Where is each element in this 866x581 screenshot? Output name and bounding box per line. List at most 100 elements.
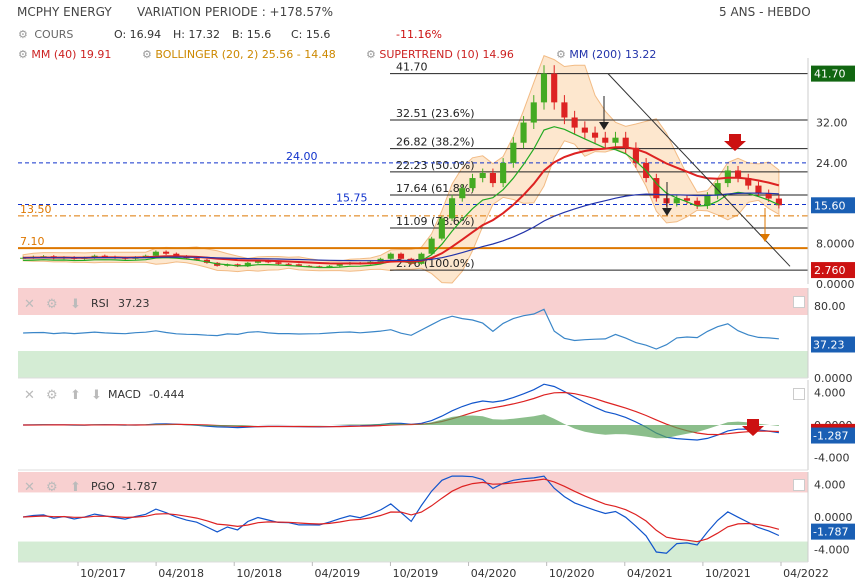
arrow-down-icon[interactable]: ⬇	[70, 297, 81, 312]
candle-body	[694, 200, 701, 206]
candle-body	[152, 251, 159, 256]
badge-bg	[811, 523, 855, 540]
settings-icon[interactable]: ⚙	[46, 297, 58, 312]
mm40-legend[interactable]: ⚙ MM (40) 19.91	[18, 48, 111, 61]
bollinger-legend[interactable]: ⚙ BOLLINGER (20, 2) 25.56 - 14.48	[142, 48, 336, 61]
candle-body	[612, 137, 619, 143]
candle-body	[591, 132, 599, 138]
trend-line	[607, 73, 791, 267]
maximize-icon[interactable]	[793, 388, 805, 400]
candle-body	[489, 173, 496, 184]
candle-body	[387, 253, 394, 259]
level-label: 41.70	[396, 61, 428, 74]
candle-body	[765, 193, 772, 199]
mm200-legend[interactable]: ⚙ MM (200) 13.22	[556, 48, 656, 61]
settings-icon[interactable]: ⚙	[46, 480, 58, 495]
close-icon[interactable]: ✕	[24, 388, 35, 403]
settings-icon[interactable]: ⚙	[46, 388, 58, 403]
badge-label: -1.787	[813, 526, 848, 539]
x-tick-label: 10/2020	[549, 567, 595, 580]
y-tick-label: 32.00	[816, 117, 848, 130]
candle-body	[479, 173, 486, 179]
x-tick-label: 10/2019	[393, 567, 439, 580]
close-icon[interactable]: ✕	[24, 297, 35, 312]
zone-band	[18, 288, 808, 315]
arrow-down-icon[interactable]: ⬇	[91, 388, 102, 403]
candle-body	[520, 122, 527, 143]
x-tick-label: 10/2017	[80, 567, 126, 580]
y-tick-label: 8.0000	[816, 238, 855, 251]
candle-body	[724, 170, 731, 184]
period-variation: VARIATION PERIODE : +178.57%	[137, 5, 333, 19]
period-label[interactable]: 5 ANS - HEBDO	[719, 5, 811, 19]
close-icon[interactable]: ✕	[24, 480, 35, 495]
candle-body	[602, 137, 609, 143]
candle-body	[540, 73, 548, 103]
badge-last-bg	[811, 197, 855, 214]
candle-body	[418, 253, 425, 264]
level-label: 11.09 (78.6%)	[396, 215, 475, 228]
bollinger-label: BOLLINGER (20, 2)	[155, 48, 259, 61]
level-label: 22.23 (50.0%)	[396, 159, 475, 172]
arrow-up-icon[interactable]: ⬆	[70, 480, 81, 495]
candle-body	[561, 102, 568, 118]
settings-icon[interactable]: ⚙	[556, 48, 566, 61]
maximize-icon[interactable]	[793, 296, 805, 308]
candle-body	[193, 258, 200, 260]
candle-body	[510, 142, 517, 163]
supertrend-label: SUPERTREND (10)	[379, 48, 479, 61]
bollinger-band	[22, 55, 780, 284]
y-tick-label: 80.00	[814, 300, 846, 313]
zone-band	[18, 472, 808, 493]
candle-body	[397, 253, 405, 259]
macd-panel: 4.0000.0000-4.000-0.8423-1.287	[18, 380, 855, 471]
bollinger-value: 25.56 - 14.48	[261, 48, 336, 61]
candle-body	[459, 188, 466, 199]
candle-body	[745, 178, 752, 186]
badge-label: -1.287	[813, 430, 848, 443]
candle-body	[530, 102, 537, 123]
zone-band	[18, 351, 808, 378]
arrow-up-icon[interactable]: ⬆	[70, 388, 81, 403]
badge-bg	[811, 336, 855, 353]
badge-low: 2.760	[814, 264, 846, 277]
signal-arrow-icon	[742, 419, 764, 436]
level-label: 13.50	[20, 203, 52, 216]
y-tick-label: -4.000	[814, 452, 849, 465]
candle-body	[326, 265, 333, 267]
candle-body	[571, 117, 578, 128]
y-tick-label: 0.0000	[816, 278, 855, 291]
candle-body	[755, 185, 762, 194]
candle-body	[673, 198, 680, 204]
y-tick-label: -4.000	[814, 544, 849, 557]
settings-icon[interactable]: ⚙	[18, 28, 28, 41]
y-tick-label: 0.0000	[814, 511, 853, 524]
x-tick-label: 04/2018	[158, 567, 204, 580]
candle-body	[101, 255, 108, 257]
arrow-head	[760, 234, 770, 242]
settings-icon[interactable]: ⚙	[18, 48, 28, 61]
x-tick-label: 04/2022	[783, 567, 829, 580]
level-label: 26.82 (38.2%)	[396, 136, 475, 149]
cours-legend[interactable]: ⚙ COURS	[18, 28, 73, 41]
arrow-head	[599, 122, 609, 130]
rsi-label: RSI	[91, 297, 109, 310]
maximize-icon[interactable]	[793, 479, 805, 491]
settings-icon[interactable]: ⚙	[142, 48, 152, 61]
rsi-line	[23, 308, 779, 350]
level-label: 7.10	[20, 235, 45, 248]
pgo-signal-line	[23, 478, 780, 543]
pgo-value: -1.787	[122, 480, 158, 493]
supertrend-legend[interactable]: ⚙ SUPERTREND (10) 14.96	[366, 48, 514, 61]
ohlc-open: O: 16.94	[114, 28, 162, 41]
y-tick-label: 4.000	[814, 478, 846, 491]
badge-high: 41.70	[814, 68, 846, 81]
candle-body	[285, 263, 292, 265]
settings-icon[interactable]: ⚙	[366, 48, 376, 61]
level-label: 24.00	[286, 150, 318, 163]
mm200-value: 13.22	[624, 48, 657, 61]
candle-body	[734, 170, 742, 179]
